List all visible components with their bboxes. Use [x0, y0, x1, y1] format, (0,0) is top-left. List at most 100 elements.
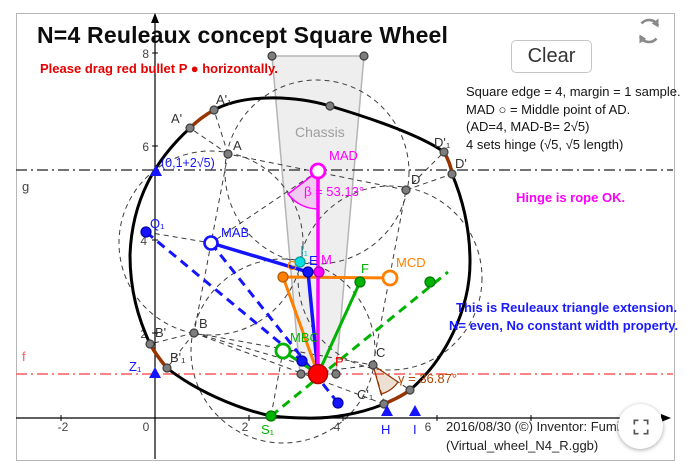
- gamma-angle-sector: [371, 363, 399, 395]
- canvas-border: [16, 13, 675, 461]
- chassis-top-right-point: [359, 51, 369, 61]
- point-G: [277, 271, 289, 283]
- info-line: Square edge = 4, margin = 1 sample.: [466, 84, 681, 99]
- point-A: [223, 149, 233, 159]
- label-D-prime-1: D'₁: [434, 135, 451, 150]
- axes: -2 0 2 4 6 8 6 4 2: [16, 13, 671, 459]
- point-B-prime-1: [162, 363, 172, 373]
- label-MAB: MAB: [221, 225, 249, 240]
- point-Z1: [149, 367, 161, 378]
- point-MCD: [381, 269, 399, 287]
- point-I: [409, 405, 421, 416]
- orange-rod-horizontal: [281, 275, 392, 280]
- point-I1: [294, 256, 306, 268]
- reuleaux-note-2: N= even, No constant width property.: [449, 318, 679, 333]
- point-labels: Chassis g f (0,1+2√5) A B C D A' A'₁ B' …: [22, 92, 467, 437]
- beta-angle-label: β = 53.13°: [304, 184, 364, 199]
- point-S1: [265, 410, 277, 422]
- point-MAB: [203, 235, 219, 251]
- point-Q1: [140, 226, 152, 238]
- credit-line-2: (Virtual_wheel_N4_R.ggb): [446, 438, 599, 453]
- point-C: [368, 360, 378, 370]
- point-M: [313, 266, 325, 278]
- point-MBC: [274, 342, 292, 360]
- line-f-label: f: [22, 349, 26, 364]
- gamma-angle-label: γ = 36.87°: [398, 371, 457, 386]
- info-line: MAD ○ = Middle point of AD.: [466, 101, 631, 117]
- refresh-icon[interactable]: [633, 15, 665, 47]
- page-title: N=4 Reuleaux concept Square Wheel: [37, 22, 449, 48]
- credit-line-1: 2016/08/30 (©) Inventor: Fumio: [446, 419, 627, 434]
- point-H: [381, 405, 393, 416]
- marker-coord-triangle: [150, 165, 162, 176]
- reuleaux-note-1: This is Reuleaux triangle extension.: [456, 300, 678, 315]
- fullscreen-icon: [633, 419, 648, 434]
- circle-mbc: [190, 258, 376, 444]
- point-C-prime: [405, 385, 415, 395]
- blue-dashed-line-1: [145, 230, 303, 363]
- ground-right-point: [331, 369, 341, 379]
- label-Z1: Z₁: [129, 359, 142, 374]
- y-tick-label: 4: [140, 234, 147, 248]
- chassis-top-left-point: [267, 51, 277, 61]
- label-P: P: [335, 354, 344, 369]
- x-tick-label: 6: [425, 420, 432, 434]
- point-E: [302, 266, 314, 278]
- blue-rod-mab-e: [209, 241, 310, 274]
- green-rod-f-p: [316, 280, 362, 376]
- label-D-prime: D': [455, 156, 467, 171]
- axis-tick-labels: -2 0 2 4 6 8 6 4 2: [58, 47, 432, 434]
- point-P[interactable]: [307, 363, 329, 385]
- label-I1: I₁: [300, 243, 309, 258]
- gray-points: [145, 51, 457, 409]
- point-A-prime-1: [209, 105, 219, 115]
- coord-label: (0,1+2√5): [161, 156, 215, 170]
- label-B-prime-1: B'₁: [170, 350, 186, 365]
- point-F: [354, 276, 366, 288]
- point-C-prime-1: [379, 399, 389, 409]
- label-F: F: [361, 261, 369, 276]
- y-tick-label: 8: [142, 47, 149, 61]
- y-axis-arrow-icon: [151, 13, 159, 23]
- label-M: M: [321, 252, 332, 267]
- x-axis-arrow-icon: [661, 414, 671, 422]
- x-tick-label: 2: [242, 420, 249, 434]
- label-Q1: Q₁: [150, 216, 165, 231]
- label-I: I: [413, 422, 417, 437]
- beta-angle-sector: [286, 169, 319, 210]
- circle-mab: [118, 150, 304, 336]
- fullscreen-button[interactable]: [618, 404, 663, 449]
- label-MCD: MCD: [396, 255, 426, 270]
- point-blue-lower-2: [332, 397, 344, 409]
- label-G: G: [287, 258, 297, 273]
- x-tick-label: 4: [334, 420, 341, 434]
- point-blue-lower-1: [296, 355, 308, 367]
- x-tick-label: 0: [143, 420, 150, 434]
- label-MAD: MAD: [329, 148, 358, 163]
- clear-button[interactable]: Clear: [511, 40, 592, 73]
- point-B-prime: [145, 339, 155, 349]
- label-MBC: MBC: [290, 330, 319, 345]
- label-A-prime: A': [171, 111, 182, 126]
- orange-rod-to-p: [281, 275, 320, 376]
- info-line: (AD=4, MAD-B= 2√5): [466, 119, 590, 134]
- point-D-prime: [447, 169, 457, 179]
- point-D: [401, 185, 411, 195]
- label-B: B: [199, 316, 208, 331]
- chassis-label: Chassis: [295, 124, 345, 140]
- x-tick-label: -2: [58, 420, 69, 434]
- point-top: [325, 101, 335, 111]
- label-E: E: [309, 253, 318, 268]
- point-green-right: [424, 276, 436, 288]
- hinge-note: Hinge is rope OK.: [516, 190, 626, 205]
- label-D: D: [411, 172, 420, 187]
- y-tick-label: 2: [140, 327, 147, 341]
- label-C: C: [376, 345, 385, 360]
- label-A: A: [233, 138, 242, 153]
- y-tick-label: 6: [142, 140, 149, 154]
- drag-instruction: Please drag red bullet P ● horizontally.: [40, 61, 278, 76]
- point-D-prime-1: [439, 147, 449, 157]
- info-panel: Square edge = 4, margin = 1 sample. MAD …: [466, 83, 681, 153]
- label-S1: S₁: [261, 422, 275, 437]
